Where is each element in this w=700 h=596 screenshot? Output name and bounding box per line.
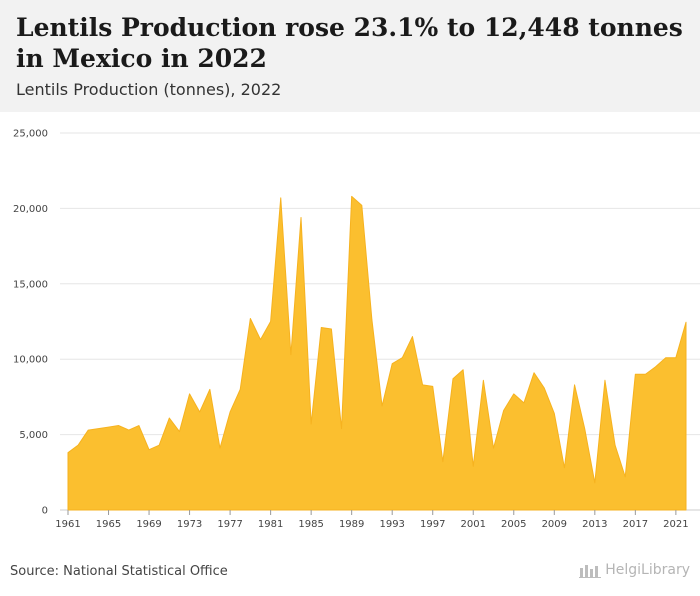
x-tick-label: 1981 [258,519,283,530]
x-tick-label: 1989 [339,519,364,530]
x-tick-label: 2009 [542,519,567,530]
header-band: Lentils Production rose 23.1% to 12,448 … [0,0,700,112]
library-icon [579,565,602,578]
x-tick-label: 1961 [55,519,80,530]
y-tick-label: 0 [42,506,48,517]
brand-logo: HelgiLibrary [579,562,690,578]
x-tick-label: 2021 [663,519,688,530]
source-note: Source: National Statistical Office [10,564,228,579]
x-tick-label: 1977 [217,519,242,530]
x-tick-label: 2001 [461,519,486,530]
x-axis-ticks: 1961 1965 1969 1973 1977 1981 1985 1989 1993 1997… [55,510,689,530]
y-tick-label: 5,000 [19,430,48,441]
x-tick-label: 1997 [420,519,445,530]
x-tick-label: 1993 [379,519,404,530]
y-axis-ticks: 0 5,000 10,000 15,000 20,000 25,000 [13,129,48,517]
x-tick-label: 1985 [298,519,323,530]
x-tick-label: 1969 [136,519,161,530]
y-tick-label: 25,000 [13,129,48,140]
y-tick-label: 10,000 [13,355,48,366]
x-tick-label: 2013 [582,519,607,530]
y-tick-label: 20,000 [13,204,48,215]
production-area [67,195,687,511]
brand-name: HelgiLibrary [605,562,690,578]
y-tick-label: 15,000 [13,279,48,290]
chart-title: Lentils Production rose 23.1% to 12,448 … [16,13,683,73]
x-tick-label: 1965 [96,519,121,530]
x-tick-label: 2005 [501,519,526,530]
x-tick-label: 1973 [177,519,202,530]
chart-subtitle: Lentils Production (tonnes), 2022 [16,80,282,99]
x-tick-label: 2017 [623,519,648,530]
area-series [67,195,687,511]
